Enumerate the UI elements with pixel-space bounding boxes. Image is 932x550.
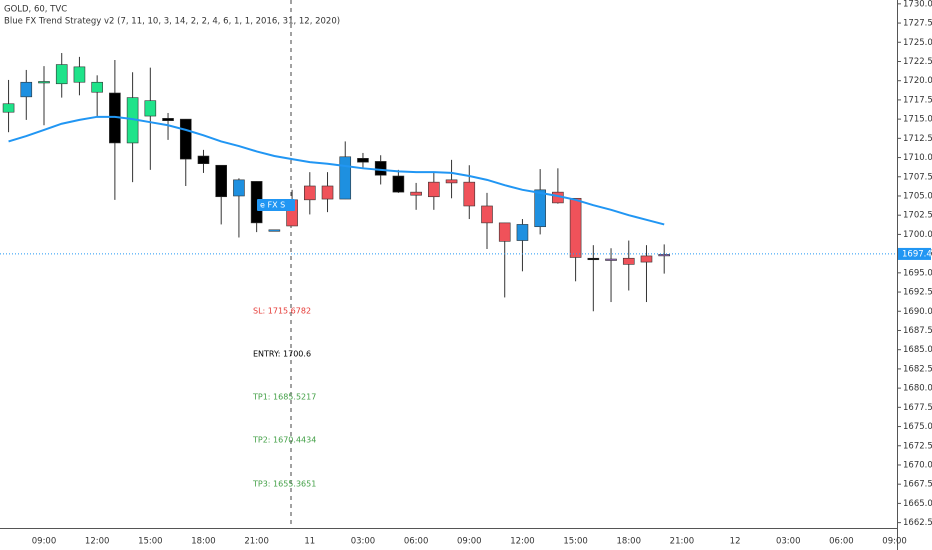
y-tick-label: 1712.50 xyxy=(903,134,932,144)
x-tick-label: 09:00 xyxy=(457,537,482,547)
x-tick-label: 11 xyxy=(304,537,315,547)
candle-body xyxy=(303,185,316,201)
y-tick-label: 1720.00 xyxy=(903,76,932,86)
annotation: TP1: 1685.5217 xyxy=(252,393,316,402)
y-tick-label: 1705.00 xyxy=(903,191,932,201)
symbol-title: GOLD, 60, TVC xyxy=(4,5,67,15)
x-tick-label: 12:00 xyxy=(510,537,535,547)
y-tick-label: 1665.00 xyxy=(903,499,932,509)
y-tick-label: 1680.00 xyxy=(903,384,932,394)
candle-body xyxy=(658,254,671,257)
y-tick-label: 1730.00 xyxy=(903,0,932,9)
x-tick-label: 06:00 xyxy=(404,537,429,547)
y-tick-label: 1675.00 xyxy=(903,422,932,432)
candle-body xyxy=(374,161,387,176)
x-tick-label: 21:00 xyxy=(670,537,695,547)
y-tick-label: 1662.50 xyxy=(903,518,932,528)
x-tick-label: 15:00 xyxy=(138,537,163,547)
candle-body xyxy=(20,81,33,98)
x-tick-label: 03:00 xyxy=(351,537,376,547)
y-tick-label: 1707.50 xyxy=(903,172,932,182)
x-tick-label: 06:00 xyxy=(829,537,854,547)
last-price-box xyxy=(898,247,931,260)
candle-body xyxy=(587,257,600,261)
x-tick-label: 18:00 xyxy=(191,537,216,547)
y-tick-label: 1690.00 xyxy=(903,307,932,317)
x-tick-label: 09:00 xyxy=(882,537,907,547)
y-tick-label: 1722.50 xyxy=(903,57,932,67)
strategy-title: Blue FX Trend Strategy v2 (7, 11, 10, 3,… xyxy=(4,17,340,27)
y-tick-label: 1717.50 xyxy=(903,95,932,105)
candle-body xyxy=(622,257,635,265)
y-tick-label: 1725.00 xyxy=(903,38,932,48)
annotation: ENTRY: 1700.6 xyxy=(253,350,311,359)
candle-body xyxy=(410,191,422,196)
candle-body xyxy=(569,197,582,258)
x-tick-label: 21:00 xyxy=(244,537,269,547)
x-tick-label: 09:00 xyxy=(32,537,57,547)
last-price-label: 1697.46 xyxy=(902,249,932,259)
x-tick-label: 15:00 xyxy=(563,537,588,547)
y-tick-label: 1670.00 xyxy=(903,460,932,470)
trend-line xyxy=(8,115,665,226)
candle-body xyxy=(144,100,157,117)
y-tick-label: 1727.50 xyxy=(903,19,932,29)
y-tick-label: 1685.00 xyxy=(903,345,932,355)
annotation-box xyxy=(257,199,295,211)
annotation: TP2: 1670.4434 xyxy=(252,436,316,445)
candle-body xyxy=(233,179,245,197)
candle-body xyxy=(534,189,546,228)
candle-body xyxy=(481,205,493,224)
candle-body xyxy=(73,66,86,83)
candle-body xyxy=(605,258,617,261)
candle-body xyxy=(392,175,405,193)
y-tick-label: 1695.00 xyxy=(903,268,932,278)
candle-body xyxy=(179,118,192,160)
candle-body xyxy=(91,81,103,93)
candle-body xyxy=(339,156,352,200)
candle-body xyxy=(2,103,15,113)
y-tick-label: 1700.00 xyxy=(903,230,932,240)
candle-body xyxy=(321,185,334,200)
candle-body xyxy=(38,81,50,84)
y-tick-label: 1682.50 xyxy=(903,364,932,374)
candle-body xyxy=(516,224,529,241)
x-tick-label: 18:00 xyxy=(617,537,642,547)
y-tick-label: 1677.50 xyxy=(903,403,932,413)
x-tick-label: 12 xyxy=(730,537,741,547)
y-tick-label: 1715.00 xyxy=(903,115,932,125)
candle-body xyxy=(197,155,210,165)
candle-body xyxy=(463,181,476,207)
y-tick-label: 1710.00 xyxy=(903,153,932,163)
y-tick-label: 1667.50 xyxy=(903,480,932,490)
candle-body xyxy=(445,179,458,184)
annotation: e FX S xyxy=(260,201,285,210)
candle-body xyxy=(498,222,511,242)
candle-body xyxy=(215,164,227,198)
candle-body xyxy=(428,181,440,198)
x-tick-label: 12:00 xyxy=(85,537,110,547)
annotation: TP3: 1655.3651 xyxy=(252,480,316,489)
y-tick-label: 1702.50 xyxy=(903,211,932,221)
annotation: SL: 1715.6782 xyxy=(253,307,311,316)
x-tick-label: 03:00 xyxy=(776,537,801,547)
candle-body xyxy=(357,158,369,163)
y-tick-label: 1687.50 xyxy=(903,326,932,336)
candle-body xyxy=(268,229,281,232)
y-tick-label: 1672.50 xyxy=(903,441,932,451)
candle-body xyxy=(162,118,174,121)
candle-body xyxy=(640,255,653,263)
candle-body xyxy=(55,64,68,85)
y-tick-label: 1692.50 xyxy=(903,288,932,298)
